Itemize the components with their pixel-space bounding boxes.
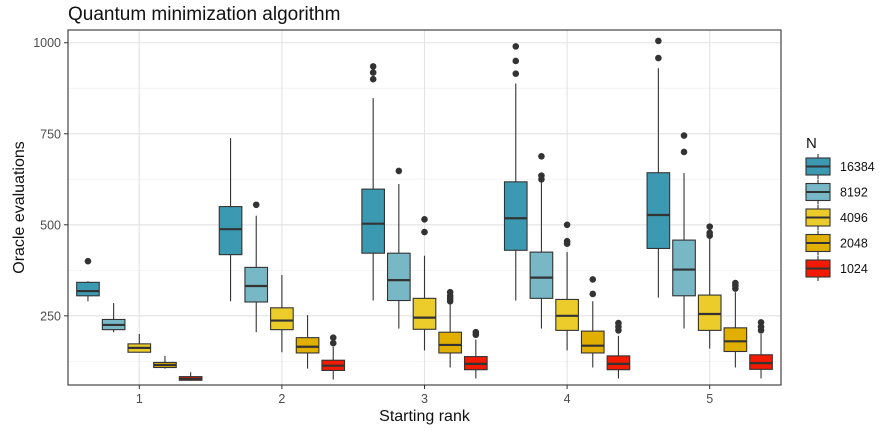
outlier-point: [538, 153, 545, 160]
outlier-point: [706, 229, 713, 237]
y-axis-title: Oracle evaluations: [11, 141, 28, 274]
outlier-point: [512, 57, 520, 65]
outlier-point: [329, 334, 337, 341]
outlier-point: [655, 54, 662, 62]
box: [580, 330, 605, 354]
box-group: [438, 288, 463, 368]
box: [672, 239, 696, 297]
outlier-point: [421, 228, 428, 236]
x-tick-label: 1: [136, 392, 143, 406]
outlier-point: [589, 276, 597, 283]
box-group: [646, 37, 671, 298]
x-tick-label: 3: [421, 392, 428, 406]
box-group: [153, 355, 177, 369]
outlier-point: [446, 288, 454, 296]
outlier-point: [589, 290, 597, 298]
box: [646, 172, 671, 250]
outlier-point: [655, 37, 662, 45]
box-group: [218, 138, 243, 302]
legend-label: 1024: [840, 262, 868, 276]
box: [361, 188, 386, 254]
box-group: [580, 276, 605, 368]
box: [503, 181, 528, 251]
outlier-point: [563, 221, 571, 229]
outlier-point: [732, 279, 739, 287]
box-layer: [76, 37, 773, 381]
outlier-point: [538, 172, 545, 179]
box-group: [606, 319, 631, 379]
box-group: [723, 279, 748, 368]
outlier-point: [512, 70, 520, 77]
outlier-point: [369, 69, 377, 76]
legend-item: 16384: [805, 154, 875, 179]
outlier-point: [395, 167, 403, 175]
y-tick-label: 750: [40, 127, 61, 141]
outlier-point: [563, 237, 571, 245]
box-group: [503, 43, 528, 301]
box: [76, 281, 100, 297]
y-tick-label: 1000: [33, 36, 61, 50]
chart-title: Quantum minimization algorithm: [68, 4, 340, 25]
box-group: [555, 221, 579, 351]
box-group: [463, 328, 488, 379]
outlier-point: [757, 319, 765, 326]
outlier-point: [512, 43, 520, 50]
outlier-point: [615, 319, 622, 327]
legend-label: 16384: [840, 160, 875, 174]
box-group: [697, 223, 722, 349]
box: [438, 331, 463, 354]
box: [723, 327, 748, 353]
legend-label: 8192: [840, 186, 868, 200]
outlier-point: [706, 223, 713, 230]
box-group: [749, 319, 773, 379]
legend-title: N: [806, 135, 817, 152]
box-group: [361, 63, 386, 301]
box: [697, 294, 722, 331]
box-group: [127, 334, 152, 353]
box-group: [321, 334, 346, 380]
box-group: [529, 153, 554, 329]
legend-item: 2048: [805, 230, 868, 256]
outlier-point: [421, 216, 428, 223]
outlier-point: [680, 148, 688, 156]
box: [295, 337, 320, 354]
outlier-point: [680, 132, 688, 139]
box-group: [101, 303, 126, 333]
box: [218, 206, 243, 256]
axis-layer: 250 500 750 1000 1 2 3 4 5: [33, 36, 713, 406]
box: [244, 266, 269, 303]
outlier-point: [472, 328, 480, 336]
box-group: [76, 257, 100, 302]
box-group: [386, 167, 411, 329]
box-group: [244, 201, 269, 333]
legend-label: 2048: [840, 237, 868, 251]
legend-item: 1024: [805, 256, 868, 281]
outlier-point: [369, 63, 377, 70]
outlier-point: [84, 257, 92, 265]
x-tick-label: 2: [278, 392, 285, 406]
box: [386, 252, 411, 302]
x-tick-label: 5: [706, 392, 713, 406]
y-tick-label: 500: [40, 218, 61, 232]
legend-label: 4096: [840, 211, 868, 225]
box: [270, 307, 294, 331]
legend-item: 4096: [805, 205, 868, 230]
box-group: [672, 132, 696, 329]
box-group: [270, 275, 294, 353]
box: [529, 251, 554, 299]
legend: N 16384 8192 4096 2048 1024: [805, 135, 875, 281]
box-group: [412, 216, 437, 351]
outlier-point: [369, 75, 377, 83]
x-axis-title: Starting rank: [379, 408, 471, 425]
box-group: [178, 372, 203, 381]
outlier-point: [329, 339, 337, 347]
box: [412, 297, 437, 330]
legend-item: 8192: [805, 179, 868, 205]
y-tick-label: 250: [40, 309, 61, 323]
outlier-point: [252, 201, 260, 209]
box-group: [295, 315, 320, 369]
x-tick-label: 4: [564, 392, 571, 406]
